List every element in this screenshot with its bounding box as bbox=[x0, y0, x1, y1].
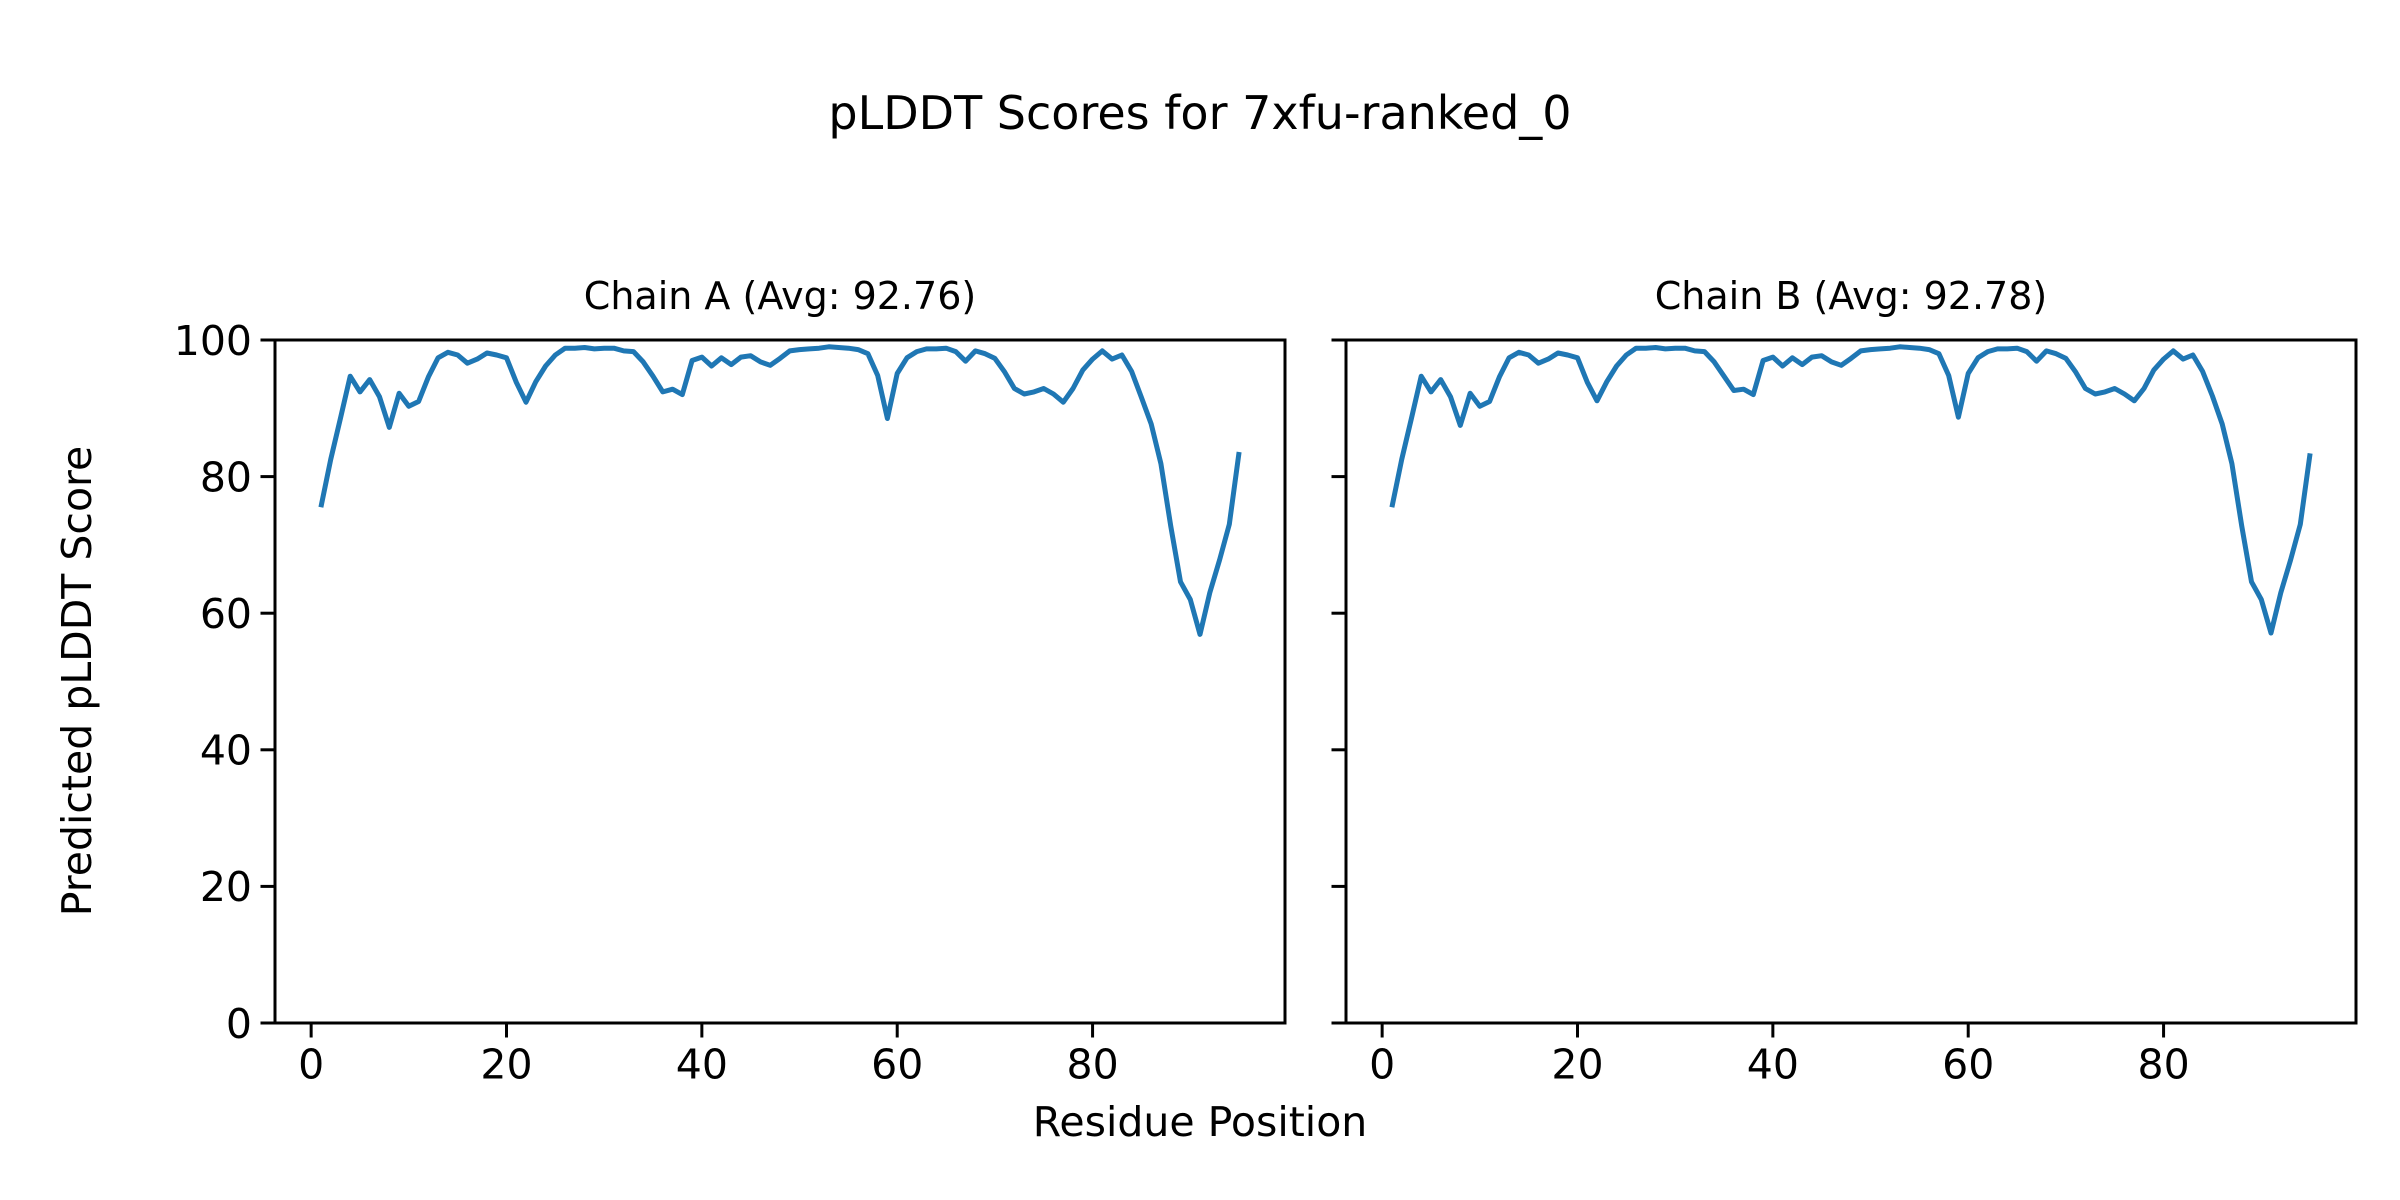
subplot-b: 0 20 40 60 80 bbox=[1331, 338, 2358, 1088]
y-tick-label: 80 bbox=[200, 453, 252, 501]
y-tick-label: 0 bbox=[226, 1000, 252, 1048]
y-tick-label: 60 bbox=[200, 590, 252, 638]
x-tick-label: 60 bbox=[1942, 1040, 1994, 1088]
x-tick-label: 20 bbox=[480, 1040, 532, 1088]
x-tick-label: 40 bbox=[676, 1040, 728, 1088]
y-tick-label: 40 bbox=[200, 727, 252, 775]
x-tick-label: 80 bbox=[1066, 1040, 1118, 1088]
y-tick-label: 100 bbox=[174, 317, 252, 365]
axes-spines bbox=[1344, 338, 2358, 1025]
axes-spines bbox=[273, 338, 1287, 1025]
y-tick-label: 20 bbox=[200, 863, 252, 911]
subplot-a-title: Chain A (Avg: 92.76) bbox=[583, 274, 977, 318]
x-tick-label: 0 bbox=[298, 1040, 324, 1088]
x-tick-label: 80 bbox=[2137, 1040, 2189, 1088]
plddt-line-chain-b bbox=[1389, 344, 2313, 636]
x-tick-label: 60 bbox=[871, 1040, 923, 1088]
subplot-a: 0 20 40 60 80 0 20 40 60 80 100 bbox=[174, 317, 1287, 1088]
subplot-b-title: Chain B (Avg: 92.78) bbox=[1654, 274, 2048, 318]
x-tick-label: 20 bbox=[1551, 1040, 1603, 1088]
x-tick-label: 40 bbox=[1747, 1040, 1799, 1088]
x-axis-label: Residue Position bbox=[1032, 1098, 1368, 1146]
x-tick-label: 0 bbox=[1369, 1040, 1395, 1088]
plddt-line-chain-a bbox=[318, 344, 1242, 637]
figure-title: pLDDT Scores for 7xfu-ranked_0 bbox=[828, 86, 1572, 140]
